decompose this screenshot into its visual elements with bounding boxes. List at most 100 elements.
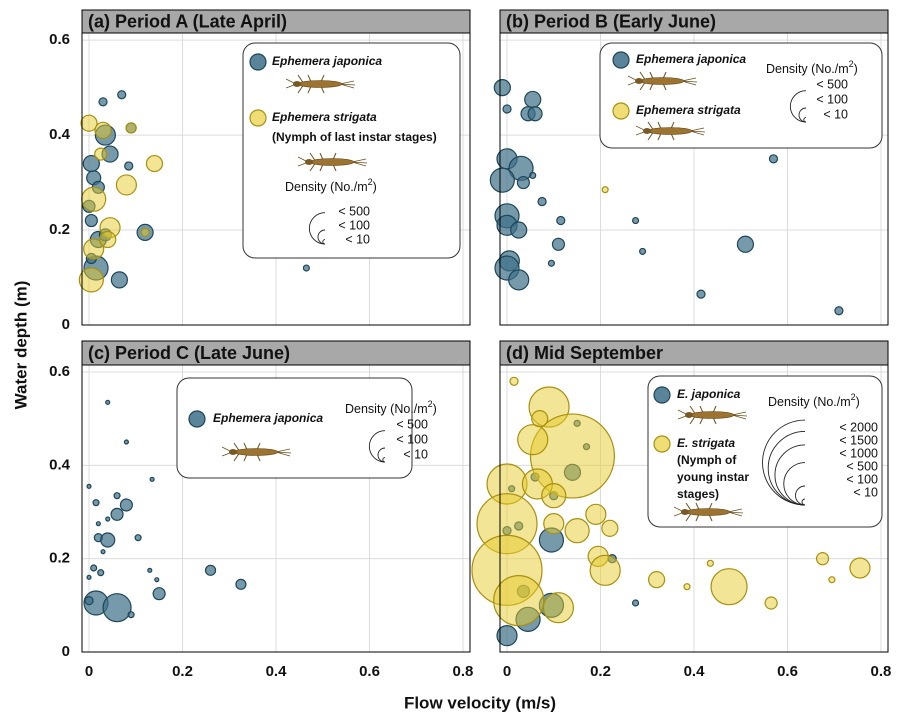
bubble [769,155,777,163]
bubble [303,265,309,271]
bubble [150,477,154,481]
x-tick-label: 0 [85,663,93,680]
panel-title: (d) Mid September [506,343,663,363]
y-axis-label: Water depth (m) [11,281,30,410]
bubble [118,91,126,99]
figure: Water depth (m) Flow velocity (m/s) (a) … [0,0,912,716]
bubble [544,514,564,534]
bubble [602,187,608,193]
legend-label: Ephemera japonica [636,52,746,66]
size-legend-title: Density (No./m2) [768,392,860,409]
bubble [633,218,639,224]
bubble [707,560,713,566]
insect-head [293,81,301,87]
size-legend-label: < 1000 [839,446,878,460]
bubble [153,588,165,600]
legend-box [177,378,412,478]
panel-title: (b) Period B (Early June) [506,11,716,31]
legend-marker [250,110,266,126]
y-tick-label: 0.6 [49,363,70,380]
insect-body [310,159,354,166]
bubble [87,484,91,488]
y-tick-label: 0.2 [49,550,70,567]
size-legend-title-text: Density (No./m [766,62,849,76]
insect-head [229,449,237,455]
x-tick-label: 0.2 [172,663,193,680]
bubble [101,550,105,554]
bubble [633,600,639,606]
bubble [525,91,541,107]
legend-marker [250,54,266,70]
bubble [111,272,127,288]
legend-marker [189,411,205,427]
bubble [99,98,107,106]
x-tick-label: 0 [503,663,511,680]
y-tick-label: 0 [62,643,70,660]
bubble [711,569,747,605]
bubble [135,535,141,541]
bubble [206,565,216,575]
x-tick-label: 0.4 [266,663,288,680]
bubble [543,593,573,623]
size-legend-label: < 100 [338,218,370,232]
size-legend-label: < 1500 [839,433,878,447]
bubble [542,484,566,508]
size-legend-label: < 500 [396,417,428,431]
size-legend-title-end: ) [854,62,858,76]
insect-head [635,78,643,84]
legend-marker [654,387,670,403]
size-legend-label: < 500 [816,77,848,91]
bubble [494,80,510,96]
legend-marker [654,436,670,452]
panel-title: (a) Period A (Late April) [88,11,287,31]
y-tick-label: 0.4 [49,126,71,143]
size-legend-label: < 2000 [839,420,878,434]
legend-label: Ephemera strigata [636,103,741,117]
legend: E. japonicaE. strigata(Nymph ofyoung ins… [648,376,882,527]
bubble [98,570,104,576]
size-legend-label: < 10 [853,485,878,499]
insect-body [298,81,342,88]
x-tick-label: 0.4 [684,663,706,680]
bubble [494,576,544,626]
size-legend-label: < 10 [403,447,428,461]
size-legend-title-end: ) [856,395,860,409]
bubble [817,553,829,565]
bubble [490,168,514,192]
legend-marker [613,52,629,68]
y-tick-label: 0.2 [49,221,70,238]
legend-note: stages) [677,487,719,501]
bubble [649,572,665,588]
insect-body [640,78,684,85]
bubble [511,222,527,238]
bubble [503,105,511,113]
bubble [565,519,589,543]
legend-label: Ephemera japonica [213,411,323,425]
size-legend-title-text: Density (No./m [285,180,368,194]
bubble [141,228,149,236]
bubble [155,578,159,582]
bubble [79,268,103,292]
insect-head [305,159,313,165]
insect-body [686,509,730,516]
bubble [106,400,110,404]
insect-head [643,128,651,134]
legend: Ephemera japonica Ephemera strigata Densit… [600,43,882,148]
bubble [85,215,97,227]
bubble [835,307,843,315]
size-legend-label: < 100 [846,472,878,486]
x-tick-label: 0.8 [871,663,892,680]
legend-label: E. japonica [677,387,741,401]
y-tick-label: 0.6 [49,31,70,48]
legend-note: young instar [677,470,749,484]
bubble [548,260,554,266]
bubble [95,122,111,138]
x-tick-label: 0.6 [359,663,380,680]
bubble [510,377,518,385]
bubble [530,172,536,178]
legend-note: (Nymph of last instar stages) [272,130,437,144]
bubble [509,270,529,290]
bubble [532,411,548,427]
